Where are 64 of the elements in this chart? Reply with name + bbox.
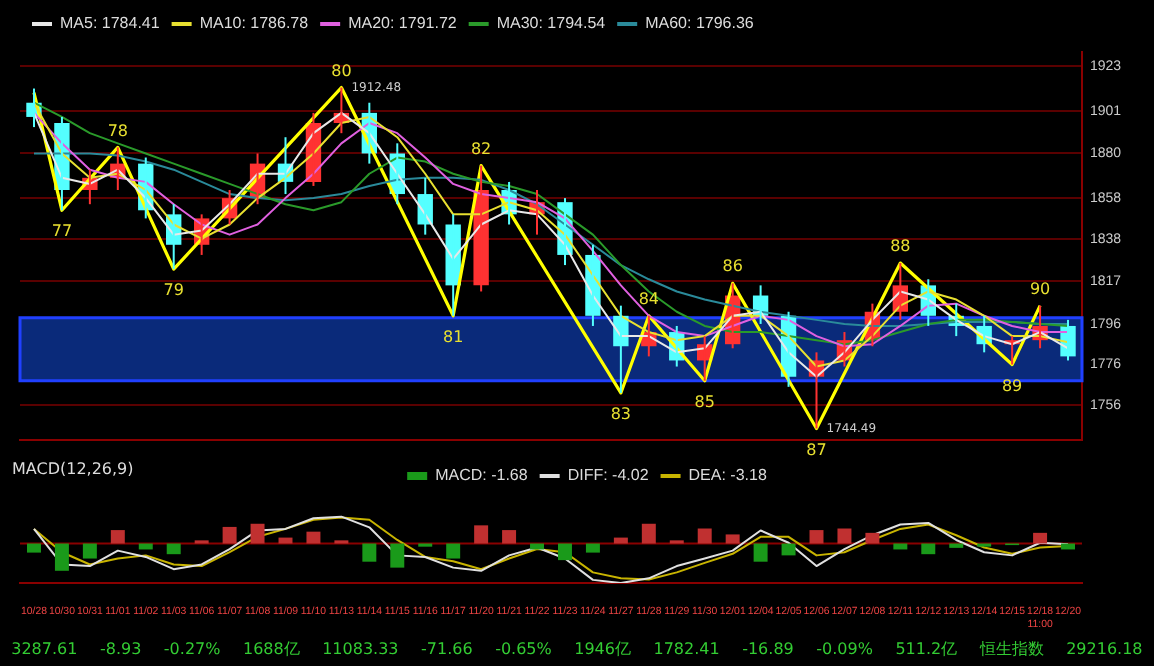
text: -0.65%: [495, 638, 552, 662]
bar: [474, 525, 489, 544]
bar: [641, 523, 656, 544]
text: 11083.33: [322, 638, 399, 662]
bar: [166, 543, 181, 555]
legend-label: DIFF: -4.02: [567, 466, 650, 485]
text: 1688亿: [242, 638, 300, 662]
text: 29216.18: [1066, 638, 1143, 662]
bar: [362, 543, 377, 562]
annotation: 89: [1001, 376, 1023, 395]
annotation: 77: [51, 222, 73, 241]
bar: [110, 530, 125, 544]
annotation: 88: [890, 237, 911, 256]
bar: [26, 543, 41, 553]
bar: [306, 531, 321, 544]
chart-title: MACD(12,26,9): [12, 460, 134, 478]
bar: [837, 528, 852, 544]
legend-label: MACD: -1.68: [435, 466, 529, 485]
bar: [697, 528, 712, 544]
annotation: 79: [163, 281, 184, 300]
legend-label: MA20: 1791.72: [348, 14, 458, 33]
text: -0.27%: [163, 638, 221, 662]
annotation: 82: [470, 139, 492, 158]
bar: [222, 526, 237, 544]
annotation: 80: [331, 61, 352, 80]
bar: [585, 543, 600, 553]
bar: [446, 543, 461, 559]
bar: [921, 543, 936, 555]
bar: [725, 534, 740, 544]
annotation: 84: [638, 289, 659, 308]
bar: [809, 530, 824, 544]
annotation: 86: [722, 257, 743, 276]
text: -16.89: [742, 638, 794, 662]
text: 3287.61: [11, 638, 78, 662]
legend-label: MA60: 1796.36: [645, 14, 755, 33]
legend-label: MA30: 1794.54: [496, 14, 607, 33]
bar: [502, 530, 517, 544]
text: 恒生指数: [979, 638, 1044, 662]
bar: [865, 532, 880, 544]
text: -71.66: [421, 638, 473, 662]
bar: [82, 543, 97, 559]
bar: [557, 543, 572, 561]
legend-label: MA10: 1786.78: [199, 14, 310, 33]
annotation: 78: [107, 121, 128, 140]
bar: [250, 523, 265, 544]
legend-label: MA5: 1784.41: [60, 14, 161, 33]
bar: [613, 537, 628, 544]
text: -0.09%: [816, 638, 873, 662]
text: -8.93: [99, 638, 142, 662]
annotation: 83: [610, 405, 632, 424]
annotation: 87: [806, 440, 827, 459]
bar: [1033, 532, 1048, 544]
bar: [753, 543, 768, 562]
legend-label: DEA: -3.18: [688, 466, 768, 485]
bar: [54, 543, 69, 571]
annotation: 85: [694, 392, 715, 411]
text: 1782.41: [653, 638, 720, 662]
bar: [781, 543, 796, 556]
text: 511.2亿: [895, 638, 958, 662]
bar: [390, 543, 405, 568]
bar: [278, 537, 293, 544]
text: 1946亿: [574, 638, 631, 662]
annotation: 81: [443, 327, 464, 346]
annotation: 90: [1029, 279, 1051, 298]
